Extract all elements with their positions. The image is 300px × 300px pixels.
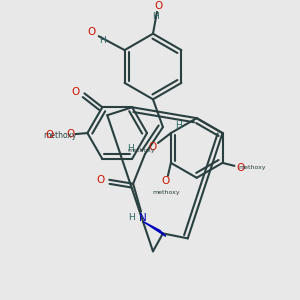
Text: O: O [71, 87, 80, 98]
Text: H: H [153, 12, 159, 21]
Text: O: O [236, 163, 244, 173]
Text: methoxy: methoxy [238, 165, 266, 170]
Text: O: O [162, 176, 170, 186]
Text: N: N [139, 212, 147, 223]
Text: O: O [96, 175, 104, 185]
Text: H: H [176, 121, 182, 130]
Text: O: O [46, 130, 54, 140]
Text: methoxy: methoxy [127, 148, 155, 154]
Text: H: H [127, 145, 134, 154]
Text: O: O [155, 1, 163, 11]
Text: O: O [88, 27, 96, 37]
Text: methoxy: methoxy [43, 130, 76, 140]
Polygon shape [143, 221, 166, 236]
Text: methoxy: methoxy [152, 190, 180, 195]
Text: H: H [99, 36, 106, 45]
Text: O: O [149, 142, 157, 152]
Text: O: O [66, 129, 75, 139]
Text: H: H [128, 213, 134, 222]
